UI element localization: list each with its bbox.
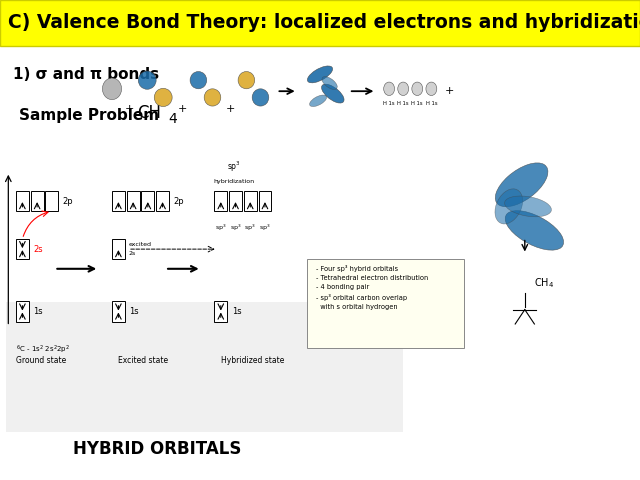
Text: C) Valence Bond Theory: localized electrons and hybridization: C) Valence Bond Theory: localized electr… xyxy=(8,13,640,32)
Ellipse shape xyxy=(307,66,333,83)
Ellipse shape xyxy=(426,82,436,96)
Text: 1s: 1s xyxy=(129,307,139,316)
Text: H 1s: H 1s xyxy=(412,101,423,106)
Bar xyxy=(45,191,58,211)
Text: 1s: 1s xyxy=(33,307,43,316)
Text: sp$^3$: sp$^3$ xyxy=(244,223,256,233)
Text: 1) σ and π bonds: 1) σ and π bonds xyxy=(13,67,159,82)
Ellipse shape xyxy=(412,82,423,96)
Text: 4: 4 xyxy=(168,111,177,126)
Text: sp$^3$: sp$^3$ xyxy=(259,223,271,233)
Bar xyxy=(112,239,125,259)
Ellipse shape xyxy=(505,211,564,250)
Bar xyxy=(141,191,154,211)
Ellipse shape xyxy=(495,163,548,207)
FancyBboxPatch shape xyxy=(0,0,640,46)
Text: HYBRID ORBITALS: HYBRID ORBITALS xyxy=(72,440,241,458)
Ellipse shape xyxy=(384,82,394,96)
Bar xyxy=(127,191,140,211)
Text: CH: CH xyxy=(138,104,161,122)
Text: 2p: 2p xyxy=(63,197,74,205)
Ellipse shape xyxy=(102,78,122,100)
Bar xyxy=(16,301,29,322)
Bar xyxy=(112,191,125,211)
Bar xyxy=(259,191,271,211)
Bar xyxy=(214,301,227,322)
Text: hybridization: hybridization xyxy=(213,179,254,184)
Text: +: + xyxy=(178,104,187,114)
Text: CH$_4$: CH$_4$ xyxy=(534,276,554,290)
Ellipse shape xyxy=(154,88,172,107)
Text: H 1s: H 1s xyxy=(426,101,437,106)
Text: Hybridized state: Hybridized state xyxy=(221,356,284,365)
Text: - Four sp³ hybrid orbitals
- Tetrahedral electron distribution
- 4 bonding pair
: - Four sp³ hybrid orbitals - Tetrahedral… xyxy=(316,265,428,310)
Bar xyxy=(6,302,403,432)
Text: excited: excited xyxy=(129,242,152,247)
Text: Excited state: Excited state xyxy=(118,356,168,365)
Ellipse shape xyxy=(495,189,523,224)
Text: $^6$C - 1s$^2$ 2s$^2$2p$^2$: $^6$C - 1s$^2$ 2s$^2$2p$^2$ xyxy=(16,343,70,356)
Ellipse shape xyxy=(322,77,337,89)
Text: +: + xyxy=(445,86,454,96)
Text: 2s: 2s xyxy=(129,252,136,256)
Bar xyxy=(214,191,227,211)
Ellipse shape xyxy=(238,72,255,89)
Bar xyxy=(112,301,125,322)
Text: +: + xyxy=(125,104,134,114)
Text: sp$^3$: sp$^3$ xyxy=(230,223,241,233)
Ellipse shape xyxy=(398,82,409,96)
Text: 2s: 2s xyxy=(33,245,43,253)
Ellipse shape xyxy=(504,196,552,217)
Ellipse shape xyxy=(321,84,344,103)
Bar xyxy=(244,191,257,211)
Text: sp$^3$: sp$^3$ xyxy=(215,223,227,233)
Bar xyxy=(229,191,242,211)
Text: H 1s: H 1s xyxy=(397,101,409,106)
Bar xyxy=(156,191,169,211)
Text: Ground state: Ground state xyxy=(16,356,67,365)
Ellipse shape xyxy=(138,71,156,89)
Bar xyxy=(16,239,29,259)
Ellipse shape xyxy=(190,72,207,89)
Ellipse shape xyxy=(252,89,269,106)
Ellipse shape xyxy=(204,89,221,106)
Bar xyxy=(16,191,29,211)
FancyBboxPatch shape xyxy=(307,259,464,348)
Text: +: + xyxy=(226,104,235,114)
Text: Sample Problem: Sample Problem xyxy=(19,108,159,123)
Text: 2p: 2p xyxy=(173,197,184,205)
Text: 1s: 1s xyxy=(232,307,241,316)
Ellipse shape xyxy=(310,95,326,107)
Text: H 1s: H 1s xyxy=(383,101,395,106)
Bar xyxy=(31,191,44,211)
Text: sp$^3$: sp$^3$ xyxy=(227,160,241,174)
